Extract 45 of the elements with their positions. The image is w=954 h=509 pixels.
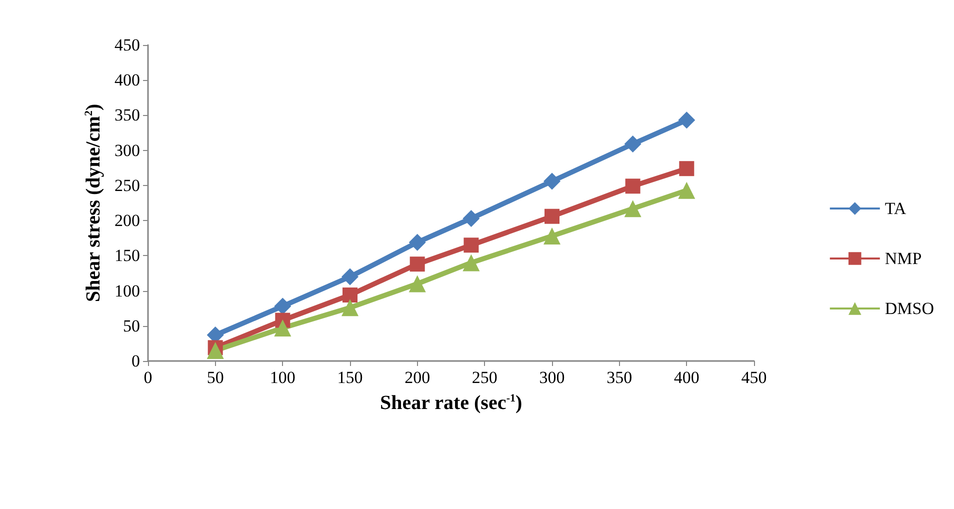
- point: [544, 208, 560, 224]
- point: [625, 178, 640, 194]
- legend-label: TA: [884, 199, 907, 218]
- y-axis-title: Shear stress (dyne/cm2): [82, 104, 105, 302]
- point: [408, 234, 426, 251]
- point: [462, 210, 480, 227]
- point: [410, 256, 425, 272]
- y-tick-label: 250: [114, 176, 140, 195]
- y-tick-label: 200: [114, 211, 140, 230]
- x-tick-label: 300: [539, 368, 565, 387]
- x-tick-label: 350: [606, 368, 632, 387]
- point: [342, 268, 358, 286]
- point: [274, 319, 292, 336]
- y-tick-label: 150: [114, 246, 140, 266]
- point: [678, 182, 696, 199]
- x-tick-label: 400: [674, 368, 700, 387]
- x-tick-label: 200: [404, 368, 430, 387]
- point: [342, 287, 358, 302]
- y-tick-label: 300: [114, 140, 140, 160]
- point: [624, 136, 642, 153]
- x-tick-label: 0: [144, 368, 152, 387]
- point: [206, 342, 224, 359]
- y-tick-label: 350: [114, 106, 140, 125]
- point: [544, 172, 560, 190]
- x-tick-label: 100: [270, 368, 296, 387]
- point: [274, 298, 292, 315]
- point: [462, 254, 480, 272]
- y-tick-label: 0: [132, 352, 140, 370]
- legend-label: NMP: [884, 249, 922, 268]
- x-tick-label: 250: [472, 368, 498, 387]
- point: [624, 200, 642, 218]
- y-tick-label: 50: [123, 316, 140, 336]
- x-tick-label: 50: [206, 368, 224, 387]
- legend-label: DMSO: [884, 299, 934, 318]
- point: [679, 161, 694, 176]
- point: [408, 275, 426, 292]
- point: [464, 238, 479, 253]
- point: [342, 299, 358, 316]
- y-tick-label: 400: [114, 70, 140, 90]
- x-tick-label: 150: [337, 368, 363, 387]
- point: [544, 228, 560, 245]
- point: [678, 112, 696, 129]
- y-tick-label: 450: [114, 36, 140, 54]
- y-tick-label: 100: [114, 281, 140, 300]
- x-tick-label: 450: [741, 368, 767, 387]
